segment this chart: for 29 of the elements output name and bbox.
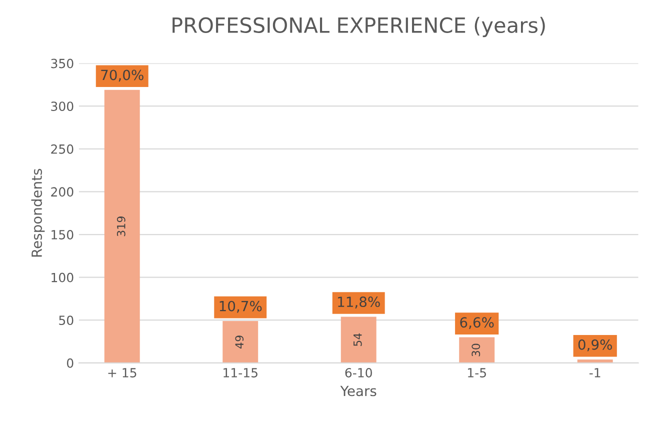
y-tick-label: 200 bbox=[51, 187, 74, 197]
bar bbox=[459, 337, 495, 363]
x-tick-label: 11-15 bbox=[224, 368, 258, 378]
y-tick-label: 150 bbox=[52, 230, 74, 240]
x-tick-label: + 15 bbox=[108, 368, 136, 378]
y-tick-label: 0 bbox=[66, 358, 74, 368]
y-axis-title: Respondents bbox=[31, 168, 45, 257]
data-label: 319 bbox=[116, 216, 126, 236]
x-tick-label: 6-10 bbox=[345, 368, 372, 378]
data-label: 54 bbox=[354, 333, 362, 346]
annotation: 10,7% bbox=[220, 300, 262, 313]
y-tick-label: 250 bbox=[51, 144, 74, 154]
annotation: 11,8% bbox=[338, 296, 380, 308]
y-tick-label: 350 bbox=[51, 58, 74, 68]
x-axis-title: Years bbox=[340, 386, 376, 396]
y-tick-label: 300 bbox=[51, 102, 74, 112]
y-tick-label: 100 bbox=[52, 272, 74, 282]
annotation: 70,0% bbox=[101, 70, 144, 82]
annotation: 0,9% bbox=[578, 339, 612, 352]
x-tick-label: -1 bbox=[589, 368, 600, 378]
bar bbox=[104, 90, 140, 363]
y-tick-label: 50 bbox=[59, 316, 74, 326]
chart-title: PROFESSIONAL EXPERIENCE (years) bbox=[172, 16, 545, 38]
data-label: 49 bbox=[235, 336, 244, 348]
bar bbox=[340, 316, 376, 363]
x-tick-label: 1-5 bbox=[468, 368, 486, 378]
data-label: 30 bbox=[472, 344, 480, 356]
annotation: 6,6% bbox=[460, 317, 494, 330]
bar bbox=[222, 320, 258, 363]
